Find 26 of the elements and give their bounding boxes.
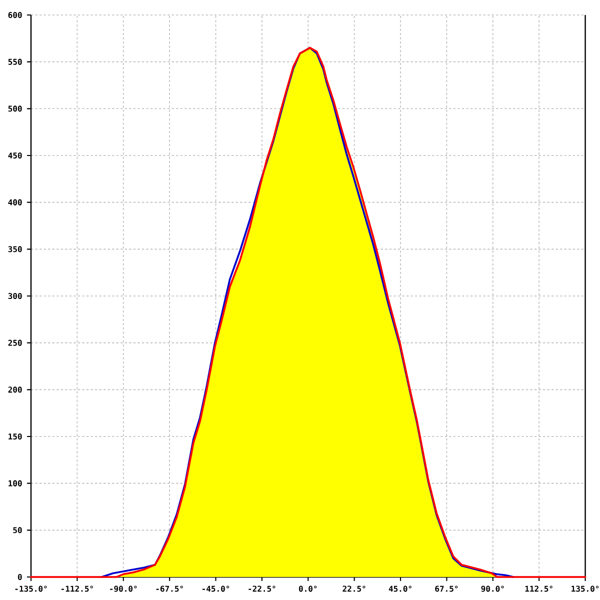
x-tick-label: 112.5° bbox=[525, 586, 552, 592]
x-tick-label: 67.5° bbox=[435, 586, 458, 592]
x-tick-label: 45.0° bbox=[388, 586, 412, 592]
y-tick-label: 200 bbox=[8, 386, 22, 393]
x-tick-label: 0.0° bbox=[298, 586, 317, 592]
y-tick-label: 550 bbox=[8, 58, 22, 65]
y-tick-label: 250 bbox=[8, 340, 22, 346]
x-tick-label: 90.0° bbox=[481, 586, 504, 592]
x-tick-label: -90.0° bbox=[110, 586, 137, 592]
y-tick-label: 600 bbox=[8, 12, 22, 18]
y-tick-label: 350 bbox=[8, 246, 22, 252]
y-tick-label: 500 bbox=[8, 106, 22, 112]
x-tick-label: -45.0° bbox=[202, 586, 230, 592]
x-tick-label: -112.5° bbox=[62, 586, 93, 592]
x-tick-label: -135.0° bbox=[15, 586, 47, 592]
x-tick-label: -22.5° bbox=[248, 586, 276, 592]
y-tick-label: 50 bbox=[13, 527, 22, 534]
y-tick-label: 450 bbox=[8, 152, 22, 159]
y-tick-label: 300 bbox=[8, 292, 22, 300]
x-tick-label: 135.0° bbox=[572, 586, 599, 592]
y-tick-label: 100 bbox=[8, 480, 22, 486]
y-tick-label: 0 bbox=[18, 574, 22, 580]
y-tick-label: 150 bbox=[8, 433, 22, 440]
x-tick-label: 22.5° bbox=[342, 586, 366, 592]
y-tick-label: 400 bbox=[8, 199, 22, 206]
x-tick-label: -67.5° bbox=[156, 586, 183, 592]
